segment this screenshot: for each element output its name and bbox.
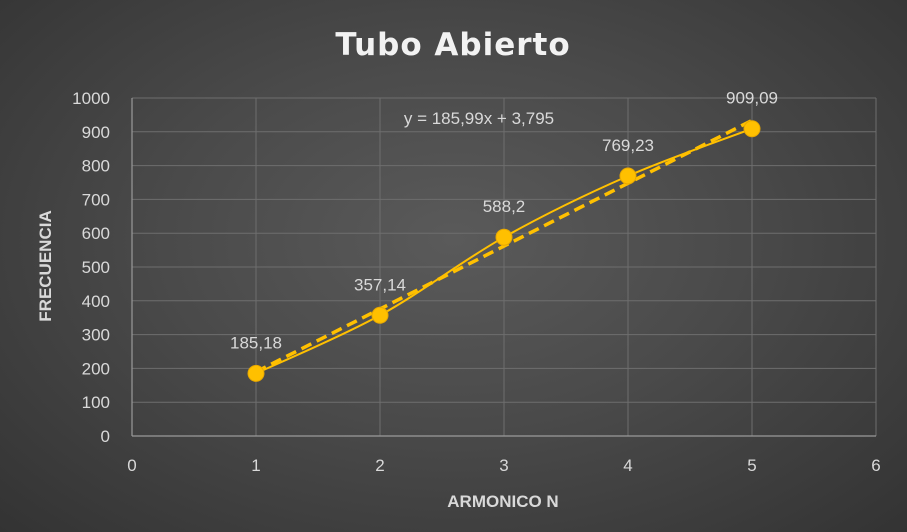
y-tick-label: 200 (82, 359, 110, 378)
data-point (495, 228, 513, 246)
data-point (619, 167, 637, 185)
chart-title: Tubo Abierto (335, 27, 570, 63)
data-point (743, 120, 761, 138)
x-tick-label: 1 (251, 456, 260, 475)
series (247, 120, 761, 382)
axes: 0 100 200 300 400 500 600 700 800 900 1000 0 1 2 3 4 5 6 (72, 89, 881, 475)
data-point (247, 364, 265, 382)
x-tick-label: 6 (871, 456, 880, 475)
y-axis-title: FRECUENCIA (36, 210, 55, 321)
x-axis-title: ARMONICO N (447, 492, 558, 511)
trendline-equation: y = 185,99x + 3,795 (404, 109, 554, 128)
y-tick-label: 700 (82, 190, 110, 209)
x-tick-label: 4 (623, 456, 632, 475)
y-tick-label: 0 (101, 427, 110, 446)
y-tick-label: 600 (82, 224, 110, 243)
y-tick-label: 500 (82, 258, 110, 277)
data-label: 588,2 (483, 197, 526, 216)
y-tick-label: 900 (82, 123, 110, 142)
trendline (255, 118, 753, 374)
data-labels: 185,18 357,14 588,2 769,23 909,09 (230, 89, 778, 353)
y-tick-label: 300 (82, 326, 110, 345)
x-tick-label: 5 (747, 456, 756, 475)
grid (132, 97, 877, 436)
x-tick-label: 0 (127, 456, 136, 475)
x-tick-label: 3 (499, 456, 508, 475)
data-label: 909,09 (726, 89, 778, 108)
data-label: 185,18 (230, 333, 282, 352)
trendline-line (255, 118, 753, 374)
y-tick-label: 400 (82, 292, 110, 311)
data-label: 769,23 (602, 136, 654, 155)
y-tick-label: 1000 (72, 89, 110, 108)
y-tick-label: 800 (82, 157, 110, 176)
y-tick-label: 100 (82, 393, 110, 412)
x-tick-label: 2 (375, 456, 384, 475)
data-point (371, 306, 389, 324)
data-label: 357,14 (354, 275, 406, 294)
